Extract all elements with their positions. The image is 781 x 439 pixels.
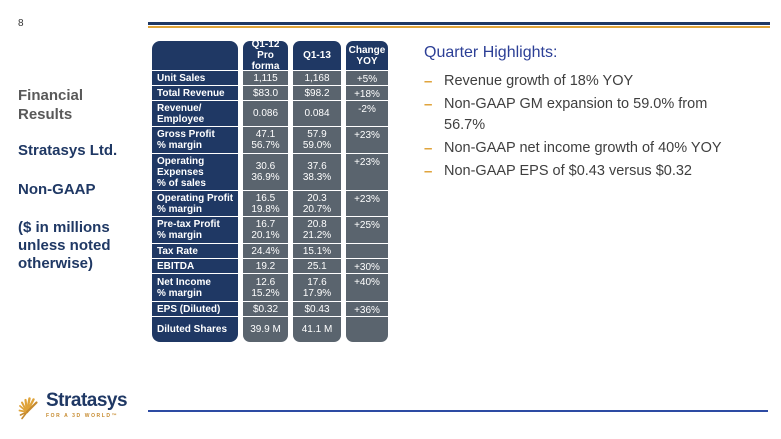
- highlight-bullet: – Non-GAAP EPS of $0.43 versus $0.32: [424, 161, 762, 182]
- sidebar-company-name: Stratasys Ltd.: [18, 142, 118, 159]
- cell-q1-12: 0.086: [243, 100, 288, 126]
- highlights-list: – Revenue growth of 18% YOY – Non-GAAP G…: [424, 71, 762, 182]
- financial-results-table: Q1-12 Pro forma Q1-13 Change YOY Unit Sa…: [152, 39, 388, 342]
- cell-change: [346, 243, 388, 258]
- cell-q1-12: 30.6 36.9%: [243, 153, 288, 190]
- cell-q1-12: 16.7 20.1%: [243, 216, 288, 243]
- cell-q1-13: 0.084: [293, 100, 341, 126]
- row-label: Net Income % margin: [152, 273, 238, 301]
- bullet-dash-icon: –: [424, 163, 433, 180]
- row-label: Gross Profit % margin: [152, 126, 238, 153]
- stratasys-logo: Stratasys FOR A 3D WORLD™: [18, 390, 128, 424]
- sunburst-icon: [18, 397, 38, 420]
- cell-change: +30%: [346, 258, 388, 273]
- row-label: Operating Profit % margin: [152, 190, 238, 216]
- top-divider: [148, 22, 770, 28]
- table-header-q1-12: Q1-12 Pro forma: [243, 39, 288, 72]
- cell-q1-12: $83.0: [243, 85, 288, 100]
- cell-q1-12: $0.32: [243, 301, 288, 316]
- bullet-dash-icon: –: [424, 96, 433, 113]
- cell-change: +5%: [346, 70, 388, 85]
- row-label: Unit Sales: [152, 70, 238, 85]
- cell-change: +18%: [346, 85, 388, 100]
- top-divider-navy-line: [148, 22, 770, 25]
- table-header-q1-13: Q1-13: [293, 41, 341, 70]
- cell-change: [346, 316, 388, 342]
- highlight-bullet: – Non-GAAP GM expansion to 59.0% from 56…: [424, 94, 762, 136]
- logo-name: Stratasys: [46, 390, 128, 411]
- cell-change: +25%: [346, 216, 388, 243]
- bottom-divider: [148, 410, 768, 412]
- cell-q1-13: 20.8 21.2%: [293, 216, 341, 243]
- logo-tagline: FOR A 3D WORLD™: [46, 413, 119, 419]
- sidebar-basis-label: Non-GAAP: [18, 181, 96, 198]
- cell-q1-13: 37.6 38.3%: [293, 153, 341, 190]
- cell-q1-12: 12.6 15.2%: [243, 273, 288, 301]
- top-divider-gold-line: [148, 26, 770, 28]
- row-label: EBITDA: [152, 258, 238, 273]
- cell-q1-13: 1,168: [293, 70, 341, 85]
- table-header-change-yoy: Change YOY: [346, 41, 388, 70]
- bullet-dash-icon: –: [424, 140, 433, 157]
- highlight-text: Non-GAAP net income growth of 40% YOY: [444, 140, 722, 156]
- sidebar-units-note: ($ in millions unless noted otherwise): [18, 219, 111, 272]
- cell-q1-13: 15.1%: [293, 243, 341, 258]
- cell-change: -2%: [346, 100, 388, 126]
- sidebar: Financial Results Stratasys Ltd. Non-GAA…: [18, 86, 130, 273]
- cell-change: +40%: [346, 273, 388, 301]
- quarter-highlights-panel: Quarter Highlights: – Revenue growth of …: [424, 44, 762, 184]
- page-number: 8: [18, 18, 24, 29]
- highlights-title: Quarter Highlights:: [424, 44, 558, 61]
- cell-q1-13: 41.1 M: [293, 316, 341, 342]
- cell-q1-12: 1,115: [243, 70, 288, 85]
- cell-q1-12: 47.1 56.7%: [243, 126, 288, 153]
- cell-q1-13: 57.9 59.0%: [293, 126, 341, 153]
- highlight-text: Non-GAAP GM expansion to 59.0% from 56.7…: [444, 96, 708, 133]
- cell-q1-12: 19.2: [243, 258, 288, 273]
- row-label: Diluted Shares: [152, 316, 238, 342]
- cell-q1-13: 17.6 17.9%: [293, 273, 341, 301]
- highlight-bullet: – Revenue growth of 18% YOY: [424, 71, 762, 92]
- row-label: Total Revenue: [152, 85, 238, 100]
- row-label: Pre-tax Profit % margin: [152, 216, 238, 243]
- cell-change: +23%: [346, 190, 388, 216]
- cell-q1-13: $0.43: [293, 301, 341, 316]
- cell-change: +36%: [346, 301, 388, 316]
- cell-q1-12: 24.4%: [243, 243, 288, 258]
- row-label: Revenue/ Employee: [152, 100, 238, 126]
- highlight-text: Non-GAAP EPS of $0.43 versus $0.32: [444, 163, 692, 179]
- cell-q1-13: 25.1: [293, 258, 341, 273]
- highlight-bullet: – Non-GAAP net income growth of 40% YOY: [424, 138, 762, 159]
- cell-q1-13: $98.2: [293, 85, 341, 100]
- cell-q1-12: 16.5 19.8%: [243, 190, 288, 216]
- logo-text: Stratasys FOR A 3D WORLD™: [46, 390, 128, 424]
- row-label: Tax Rate: [152, 243, 238, 258]
- highlight-text: Revenue growth of 18% YOY: [444, 73, 634, 89]
- row-label: Operating Expenses % of sales: [152, 153, 238, 190]
- bullet-dash-icon: –: [424, 73, 433, 90]
- row-label: EPS (Diluted): [152, 301, 238, 316]
- table-header-blank: [152, 41, 238, 70]
- cell-q1-13: 20.3 20.7%: [293, 190, 341, 216]
- cell-change: +23%: [346, 126, 388, 153]
- cell-q1-12: 39.9 M: [243, 316, 288, 342]
- sidebar-title: Financial Results: [18, 87, 84, 123]
- cell-change: +23%: [346, 153, 388, 190]
